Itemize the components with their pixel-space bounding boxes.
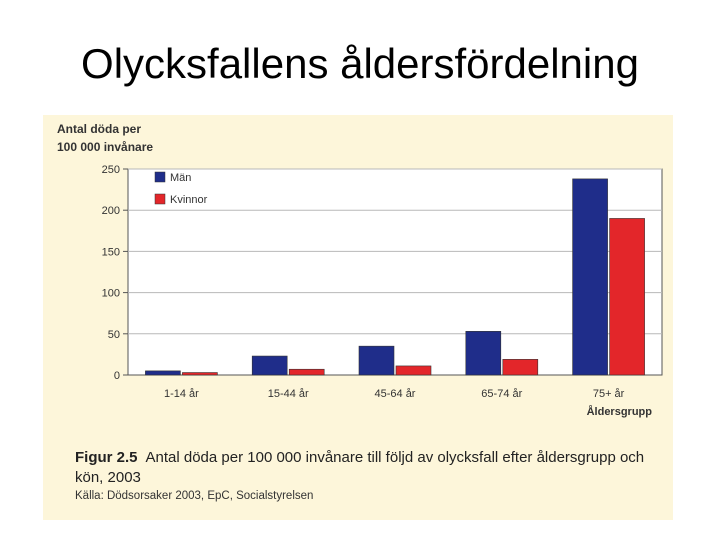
bar-män-2 [358,345,395,376]
bar-män-4 [572,178,608,376]
bar-kvinnor-1 [288,368,325,376]
x-tick-label-0: 1-14 år [164,388,199,400]
y-tick-label-1: 50 [108,329,120,341]
x-tick-label-4: 75+ år [593,388,625,400]
x-tick-label-3: 65-74 år [481,388,522,400]
x-tick-label-1: 15-44 år [268,388,309,400]
figure-caption-text: Antal döda per 100 000 invånare till föl… [75,449,645,486]
bar-kvinnor-3 [502,359,539,376]
legend-swatch-1 [154,193,166,205]
x-tick-label-2: 45-64 år [375,388,416,400]
bar-kvinnor-4 [609,218,645,376]
y-axis-label-line2: 100 000 invånare [57,140,153,154]
bar-män-3 [465,331,502,376]
bar-kvinnor-2 [395,365,432,376]
slide-title: Olycksfallens åldersfördelning [81,40,639,87]
bar-män-0 [145,370,181,376]
y-tick-label-2: 100 [102,288,120,300]
y-tick-label-0: 0 [114,370,120,382]
figure-label: Figur 2.5 [75,449,138,466]
y-tick-label-3: 150 [102,246,120,258]
figure-caption: Figur 2.5 Antal döda per 100 000 invånare… [75,448,655,488]
figure-source: Källa: Dödsorsaker 2003, EpC, Socialstyr… [75,490,314,502]
figure-panel: 0 50 100 150 200 250 Antal döda per 100 000 inv… [43,115,673,520]
y-tick-label-4: 200 [102,205,120,217]
y-axis-label-line1: Antal döda per [57,122,141,136]
x-axis-label: Åldersgrupp [587,405,653,418]
y-tick-label-5: 250 [102,164,120,176]
bar-chart: 0 50 100 150 200 250 Antal döda per 100 000 inv… [57,122,663,418]
bar-män-1 [251,355,288,376]
legend-swatch-0 [154,171,166,183]
bar-kvinnor-0 [182,372,218,376]
legend-label-1: Kvinnor [170,194,208,206]
legend-label-0: Män [170,172,191,184]
